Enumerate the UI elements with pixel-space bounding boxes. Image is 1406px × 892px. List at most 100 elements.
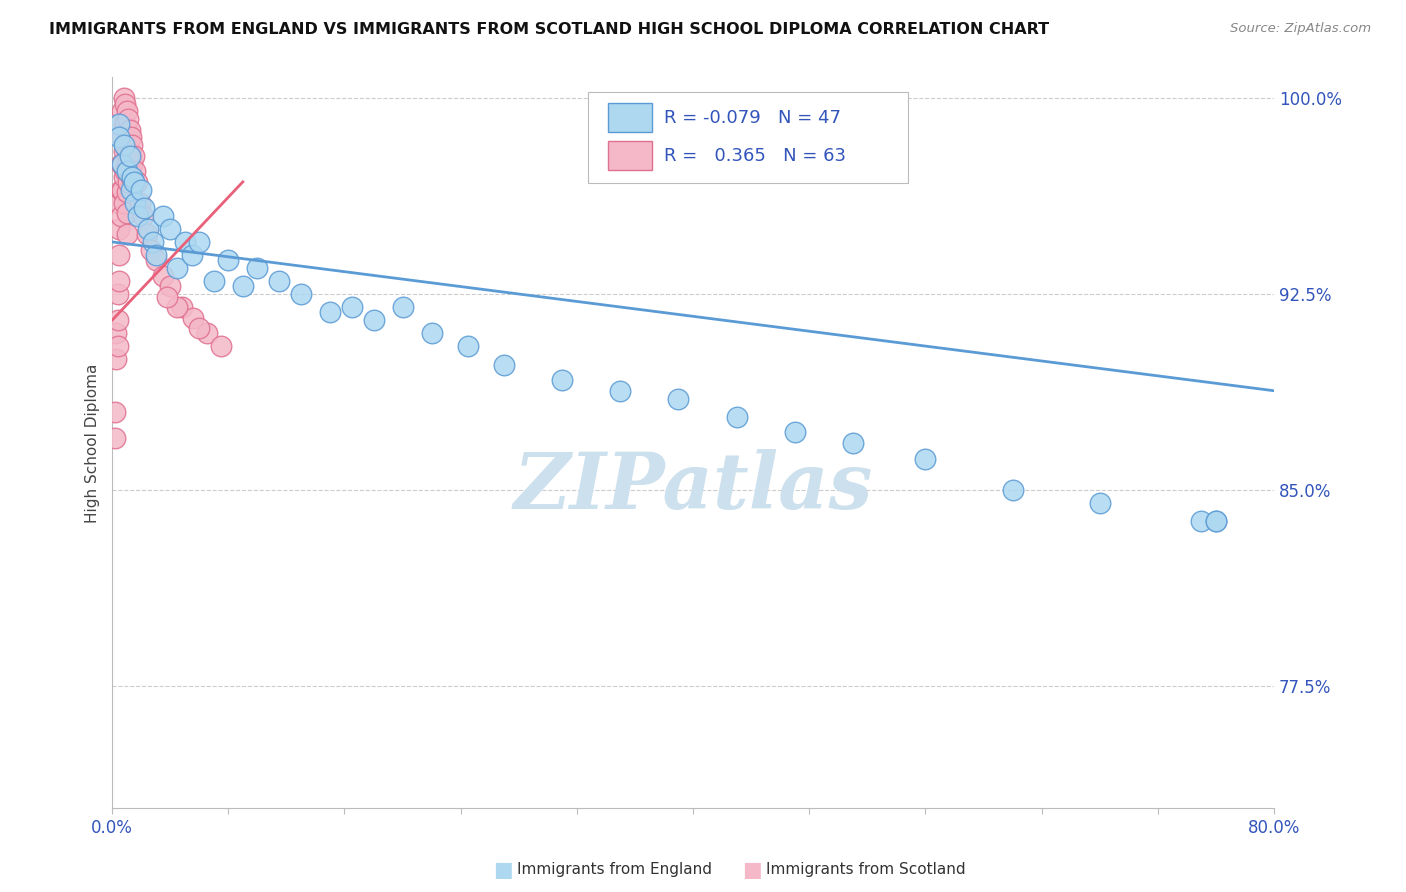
Point bbox=[118, 144, 141, 158]
Point bbox=[107, 339, 129, 353]
Point bbox=[914, 451, 936, 466]
Point bbox=[217, 253, 239, 268]
Point bbox=[108, 195, 131, 210]
Point bbox=[104, 404, 127, 418]
Point bbox=[132, 201, 155, 215]
Point bbox=[118, 149, 141, 163]
Point bbox=[420, 326, 443, 341]
Point bbox=[125, 175, 148, 189]
Point bbox=[319, 305, 342, 319]
Point bbox=[111, 156, 134, 170]
Point bbox=[494, 358, 516, 372]
Point bbox=[122, 149, 145, 163]
Point bbox=[114, 138, 136, 153]
Point bbox=[121, 156, 143, 170]
Point bbox=[108, 222, 131, 236]
Point bbox=[124, 195, 146, 210]
Point bbox=[842, 436, 865, 450]
Point bbox=[668, 392, 690, 406]
Text: R =   0.365   N = 63: R = 0.365 N = 63 bbox=[664, 146, 846, 165]
Point bbox=[115, 164, 138, 178]
Point bbox=[117, 175, 139, 189]
Point bbox=[118, 164, 141, 178]
Point bbox=[138, 222, 160, 236]
Point bbox=[1088, 496, 1111, 510]
Point bbox=[145, 253, 167, 268]
Point bbox=[115, 122, 138, 136]
Point bbox=[170, 300, 193, 314]
Point bbox=[457, 339, 479, 353]
Point bbox=[145, 248, 167, 262]
Point bbox=[111, 104, 134, 119]
Point bbox=[120, 169, 142, 184]
Point bbox=[117, 153, 139, 168]
Point bbox=[112, 91, 135, 105]
Point bbox=[725, 409, 748, 424]
Point bbox=[108, 117, 131, 131]
Text: Source: ZipAtlas.com: Source: ZipAtlas.com bbox=[1230, 22, 1371, 36]
Point bbox=[209, 339, 232, 353]
Point bbox=[115, 206, 138, 220]
Point bbox=[246, 260, 269, 275]
Point bbox=[110, 183, 132, 197]
Point bbox=[118, 122, 141, 136]
Point bbox=[114, 117, 136, 131]
Point bbox=[108, 130, 131, 145]
Point bbox=[340, 300, 363, 314]
Point bbox=[108, 274, 131, 288]
Point bbox=[269, 274, 291, 288]
Point bbox=[128, 195, 150, 210]
Point bbox=[156, 290, 179, 304]
Point bbox=[1001, 483, 1024, 497]
Point bbox=[112, 117, 135, 131]
Point bbox=[232, 279, 254, 293]
Point bbox=[391, 300, 413, 314]
Point bbox=[136, 227, 159, 241]
Point bbox=[141, 243, 163, 257]
Text: ■: ■ bbox=[742, 860, 762, 880]
Point bbox=[112, 169, 135, 184]
Point bbox=[110, 209, 132, 223]
Point bbox=[115, 144, 138, 158]
Point bbox=[124, 164, 146, 178]
Point bbox=[609, 384, 631, 398]
Point bbox=[112, 138, 135, 153]
Point bbox=[120, 130, 142, 145]
FancyBboxPatch shape bbox=[609, 103, 652, 132]
Point bbox=[107, 287, 129, 301]
Point bbox=[1205, 514, 1227, 528]
FancyBboxPatch shape bbox=[609, 141, 652, 170]
Point bbox=[183, 310, 205, 325]
Point bbox=[115, 186, 138, 200]
Y-axis label: High School Diploma: High School Diploma bbox=[86, 363, 100, 523]
Text: ■: ■ bbox=[494, 860, 513, 880]
Point bbox=[363, 313, 385, 327]
Point bbox=[783, 425, 806, 440]
Point bbox=[115, 104, 138, 119]
Point bbox=[551, 373, 574, 387]
Point bbox=[127, 209, 149, 223]
Point bbox=[105, 352, 128, 367]
Point bbox=[173, 235, 195, 249]
Point bbox=[115, 164, 138, 178]
Point bbox=[104, 431, 127, 445]
Point bbox=[152, 209, 174, 223]
Point bbox=[166, 260, 188, 275]
Point bbox=[115, 227, 138, 241]
FancyBboxPatch shape bbox=[589, 92, 908, 184]
Point bbox=[166, 300, 188, 314]
Point bbox=[120, 149, 142, 163]
Point bbox=[159, 222, 181, 236]
Point bbox=[107, 313, 129, 327]
Point bbox=[129, 183, 152, 197]
Text: ZIPatlas: ZIPatlas bbox=[513, 449, 873, 525]
Point bbox=[181, 248, 204, 262]
Point bbox=[112, 144, 135, 158]
Point bbox=[108, 248, 131, 262]
Point bbox=[111, 130, 134, 145]
Point bbox=[195, 326, 218, 341]
Text: Immigrants from Scotland: Immigrants from Scotland bbox=[766, 863, 966, 877]
Point bbox=[142, 235, 165, 249]
Point bbox=[188, 235, 211, 249]
Point bbox=[1205, 514, 1227, 528]
